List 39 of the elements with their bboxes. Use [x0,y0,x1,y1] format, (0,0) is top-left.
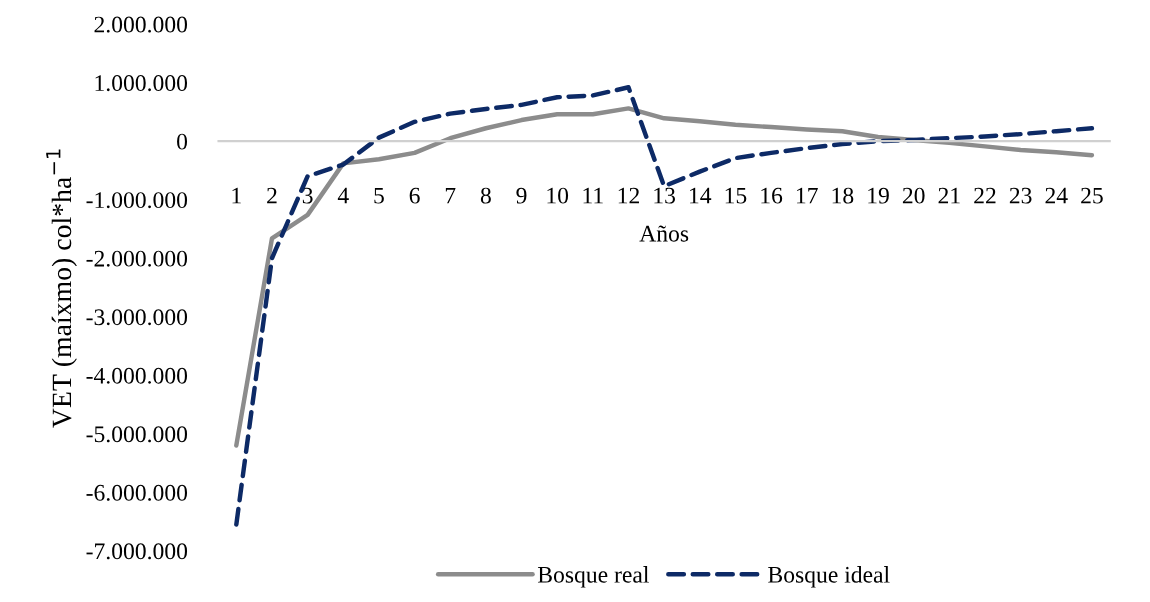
x-tick-label: 1 [232,187,241,204]
x-tick-label: 25 [1081,187,1103,204]
x-tick-label: 15 [725,187,747,204]
y-tick-label: -7.000.000 [86,543,188,560]
x-tick-label: 21 [938,187,960,204]
x-tick-label: 5 [374,187,384,204]
x-tick-label: 2 [267,187,277,204]
x-tick-label: 8 [480,187,491,204]
x-tick-label: 6 [409,187,420,204]
x-tick-label: 17 [797,187,818,204]
y-tick-label: -6.000.000 [86,484,188,501]
x-tick-label: 19 [868,187,889,204]
x-tick-label: 22 [974,187,996,204]
x-tick-label: 20 [902,187,925,204]
legend-label: Bosque ideal [768,566,890,588]
y-tick-label: -2.000.000 [86,250,188,267]
legend-label: Bosque real [537,566,649,588]
x-tick-label: 16 [761,187,783,204]
y-axis-title: VET (maíxmo) col*ha$^{−1}$ [46,149,77,428]
y-tick-label: 2.000.000 [94,16,188,33]
x-tick-label: 14 [690,187,712,204]
x-tick-label: 13 [654,187,676,204]
x-tick-label: 23 [1009,187,1032,204]
x-axis-title: Años [639,225,689,242]
x-tick-label: 4 [337,187,349,204]
x-tick-label: 3 [302,187,313,204]
x-tick-label: 7 [445,187,456,204]
y-tick-label: 0 [177,133,188,150]
y-tick-label: 1.000.000 [95,75,188,92]
x-tick-label: 9 [516,187,527,204]
y-tick-label: -5.000.000 [86,426,188,443]
x-tick-label: 10 [547,187,569,204]
x-tick-label: 18 [832,187,854,204]
x-tick-label: 12 [618,187,639,204]
y-tick-label: -3.000.000 [86,309,188,326]
y-tick-label: -1.000.000 [86,192,188,209]
y-tick-label: -4.000.000 [86,367,188,384]
x-tick-label: 11 [583,187,603,204]
x-tick-label: 24 [1045,187,1068,204]
